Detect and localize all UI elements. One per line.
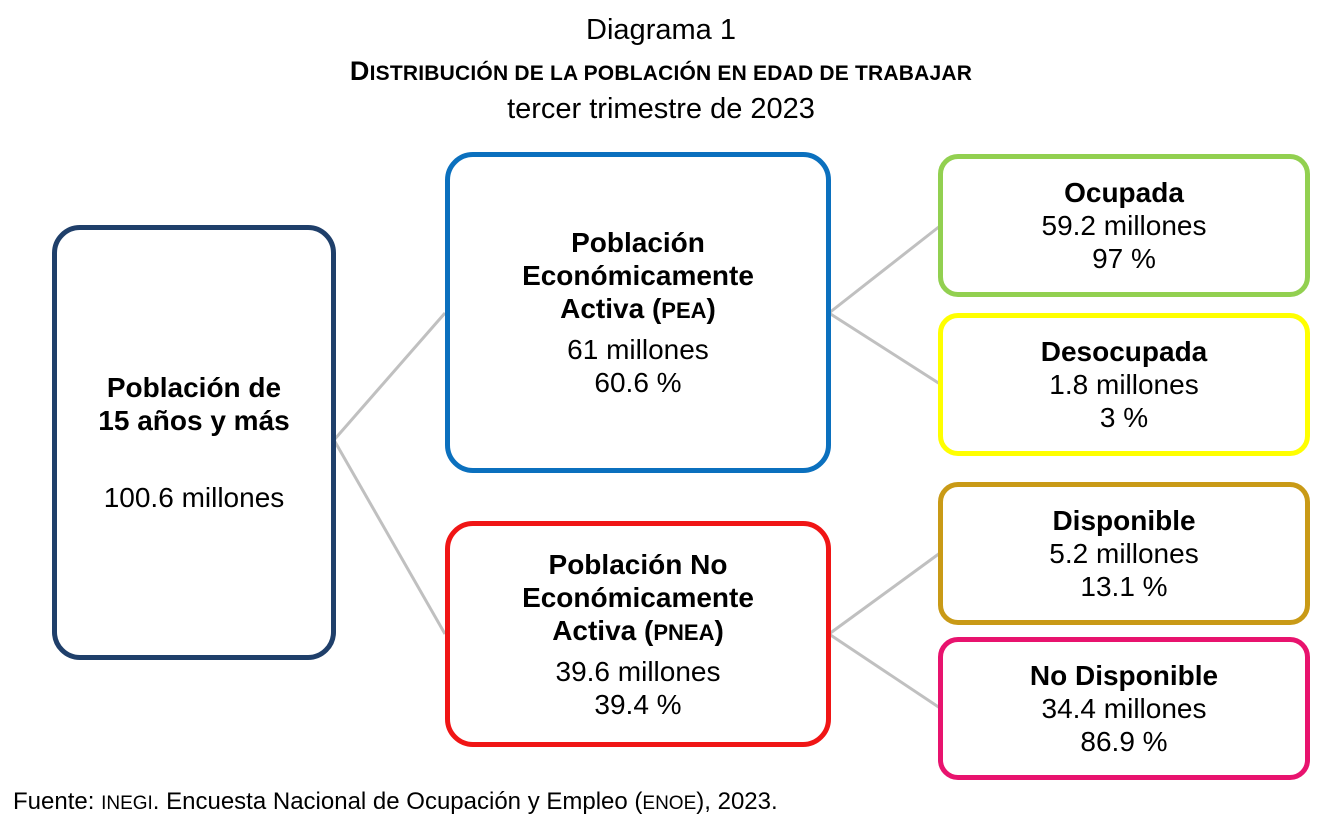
node-poblacion-15-y-mas: Población de 15 años y más 100.6 millone… — [52, 225, 336, 660]
node-pnea-percent: 39.4 % — [594, 688, 682, 720]
node-disponible-percent: 13.1 % — [1080, 571, 1168, 602]
node-ocupada-value: 59.2 millones — [1041, 210, 1207, 241]
node-pnea-activa: Activa ( — [552, 614, 654, 646]
node-desocupada: Desocupada 1.8 millones 3 % — [938, 313, 1310, 456]
source-footnote: Fuente: INEGI. Encuesta Nacional de Ocup… — [13, 788, 778, 816]
node-pnea-name-line1: Población No — [548, 548, 728, 580]
node-pea: Población Económicamente Activa (PEA) 61… — [445, 152, 831, 473]
node-pea-name-line3: Activa (PEA) — [522, 292, 754, 327]
node-no-disponible-name: No Disponible — [1029, 660, 1219, 691]
footer-org: INEGI — [101, 793, 153, 814]
node-root-value: 100.6 millones — [103, 482, 285, 513]
node-pea-activa: Activa ( — [560, 293, 662, 324]
node-no-disponible-value: 34.4 millones — [1041, 693, 1207, 724]
node-pea-close: ) — [706, 293, 716, 324]
node-desocupada-percent: 3 % — [1099, 402, 1149, 433]
node-root-name-line2: 15 años y más — [98, 405, 290, 436]
footer-suffix: ), 2023. — [696, 788, 778, 815]
node-pnea-abbr: PNEA — [653, 619, 715, 645]
node-pea-name-line1: Población — [571, 227, 705, 258]
connector-pea-desocupada — [828, 311, 941, 386]
diagram-title: DISTRIBUCIÓN DE LA POBLACIÓN EN EDAD DE … — [0, 56, 1322, 87]
node-pea-abbr: PEA — [661, 298, 707, 323]
node-ocupada-name: Ocupada — [1064, 177, 1184, 208]
node-ocupada: Ocupada 59.2 millones 97 % — [938, 154, 1310, 297]
node-pnea-name: Población No Económicamente Activa (PNEA… — [522, 548, 754, 649]
node-root-name: Población de 15 años y más — [98, 371, 289, 437]
node-desocupada-value: 1.8 millones — [1049, 369, 1199, 400]
node-ocupada-percent: 97 % — [1092, 243, 1156, 274]
connector-root-pea — [332, 312, 447, 441]
connector-pnea-nodisponible — [828, 632, 941, 710]
footer-middle: . Encuesta Nacional de Ocupación y Emple… — [152, 788, 643, 815]
node-pea-name-line2: Económicamente — [522, 260, 754, 291]
node-pnea-value: 39.6 millones — [555, 655, 721, 687]
title-rest: ISTRIBUCIÓN DE LA POBLACIÓN EN EDAD DE T… — [369, 62, 973, 85]
node-disponible-value: 5.2 millones — [1049, 538, 1199, 569]
footer-prefix: Fuente: — [13, 788, 102, 815]
node-disponible-name: Disponible — [1052, 505, 1196, 536]
diagram-label: Diagrama 1 — [586, 14, 736, 46]
node-no-disponible-percent: 86.9 % — [1080, 726, 1168, 757]
diagram-subtitle: tercer trimestre de 2023 — [507, 93, 815, 125]
node-pnea: Población No Económicamente Activa (PNEA… — [445, 521, 831, 747]
node-desocupada-name: Desocupada — [1040, 336, 1208, 367]
title-initial: D — [349, 56, 370, 86]
node-pnea-name-line2: Económicamente — [522, 581, 754, 613]
node-root-name-line1: Población de — [106, 372, 282, 403]
node-pnea-name-line3: Activa (PNEA) — [522, 614, 754, 649]
node-pea-name: Población Económicamente Activa (PEA) — [522, 226, 754, 327]
connector-root-pnea — [332, 439, 447, 635]
connector-pnea-disponible — [828, 551, 941, 636]
node-disponible: Disponible 5.2 millones 13.1 % — [938, 482, 1310, 625]
node-pea-percent: 60.6 % — [594, 367, 682, 398]
footer-survey: ENOE — [642, 793, 697, 814]
connector-pea-ocupada — [828, 224, 941, 315]
node-pea-value: 61 millones — [567, 334, 709, 365]
node-no-disponible: No Disponible 34.4 millones 86.9 % — [938, 637, 1310, 780]
node-pnea-close: ) — [714, 614, 724, 646]
